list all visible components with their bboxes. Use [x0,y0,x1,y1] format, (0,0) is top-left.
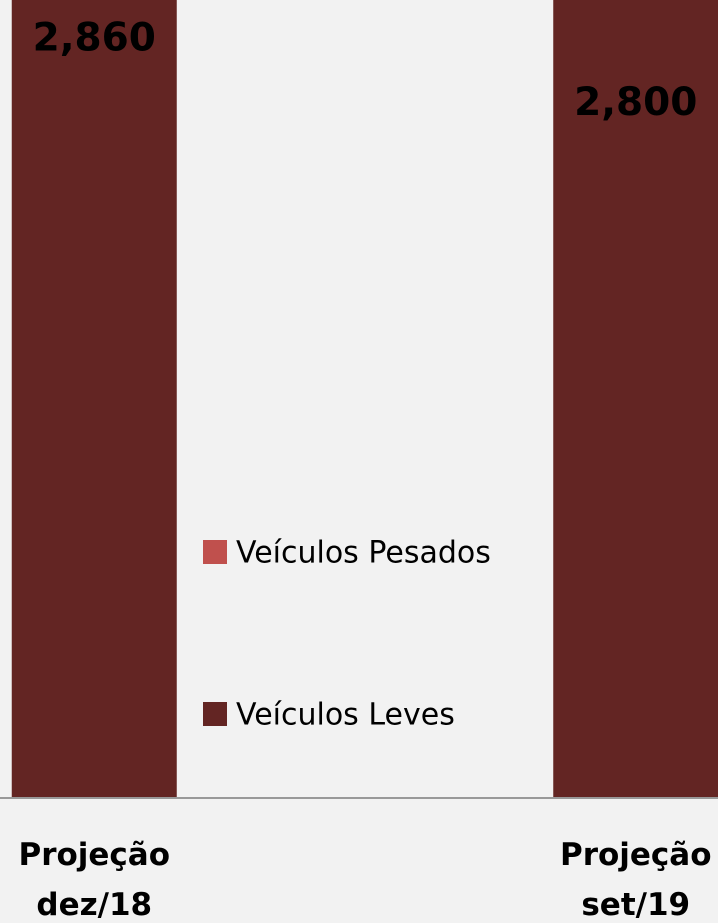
legend-swatch [203,702,227,726]
x-tick-label: Projeção dez/18 [18,837,171,923]
bar [553,0,718,797]
bar [11,0,177,797]
legend-swatch [203,540,227,564]
legend-label: Veículos Pesados [236,536,491,571]
total-label: 2,860 [33,15,156,60]
total-label: 2,800 [574,80,697,125]
legend-label: Veículos Leves [236,698,455,733]
x-tick-label: Projeção set/19 [559,837,712,923]
